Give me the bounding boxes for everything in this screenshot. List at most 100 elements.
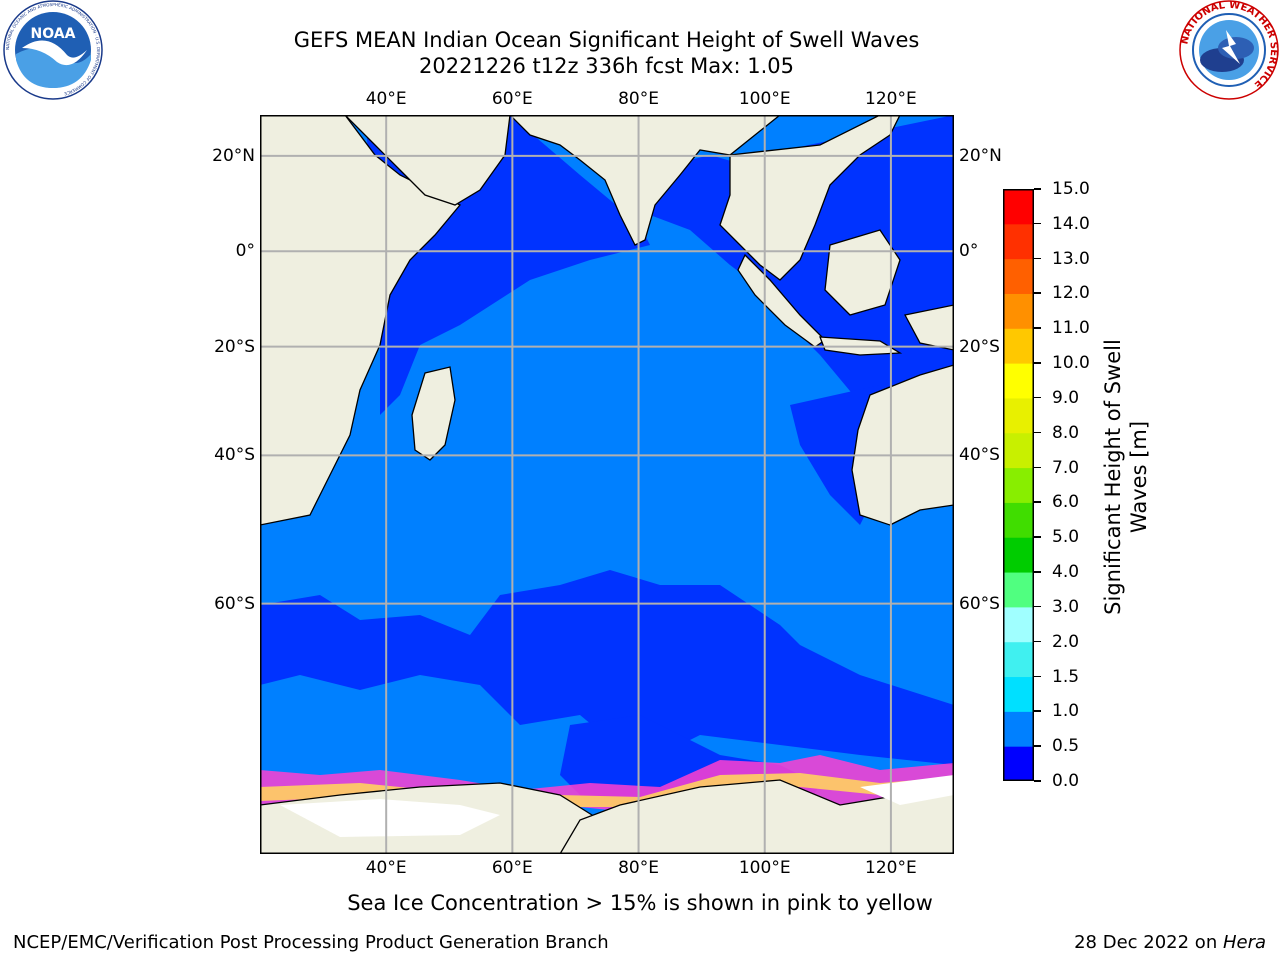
nws-logo: NATIONAL WEATHER SERVICE xyxy=(1179,0,1279,100)
colorbar-tick-label: 13.0 xyxy=(1052,248,1090,269)
lon-tick-top-80: 80°E xyxy=(618,89,659,109)
colorbar-segment-12 xyxy=(1003,328,1034,364)
colorbar-title: Significant Height of Swell Waves [m] xyxy=(1100,337,1160,617)
lon-tick-top-100: 100°E xyxy=(738,89,791,109)
antarctic-ice-shelf-east xyxy=(860,775,954,805)
colorbar-tick-mark xyxy=(1034,745,1041,747)
colorbar-tick-mark xyxy=(1034,640,1041,643)
colorbar-segment-10 xyxy=(1003,397,1034,434)
colorbar-tick-label: 8.0 xyxy=(1052,422,1080,443)
lat-tick-right-0: 0° xyxy=(959,241,979,262)
colorbar-tick-mark xyxy=(1034,362,1041,364)
lat-tick-left-0: 0° xyxy=(235,241,255,262)
gridlines xyxy=(260,115,954,854)
colorbar-title-line-2: Waves [m] xyxy=(1127,420,1151,534)
noaa-logo: NOAA NATIONAL OCEANIC AND ATMOSPHERIC AD… xyxy=(3,0,103,100)
colorbar-tick-label: 14.0 xyxy=(1052,213,1090,234)
footer-date: 28 Dec 2022 on Hera xyxy=(1074,932,1266,953)
footer-machine: Hera xyxy=(1222,932,1266,953)
title-line-2: 20221226 t12z 336h fcst Max: 1.05 xyxy=(419,54,794,78)
colorbar-tick-mark xyxy=(1034,605,1041,608)
footer-credit: NCEP/EMC/Verification Post Processing Pr… xyxy=(13,932,609,953)
lat-tick-left-20: 20°N xyxy=(212,145,255,166)
map-frame xyxy=(260,115,954,854)
colorbar-segment-1 xyxy=(1003,711,1034,747)
colorbar-title-line-1: Significant Height of Swell xyxy=(1101,339,1125,615)
lon-tick-top-120: 120°E xyxy=(865,89,917,109)
colorbar-frame xyxy=(1003,189,1034,781)
colorbar-tick-label: 2.0 xyxy=(1052,631,1080,652)
colorbar-tick-label: 6.0 xyxy=(1052,492,1080,513)
noaa-logo-text: NOAA xyxy=(31,26,76,42)
colorbar-tick-mark xyxy=(1034,501,1041,503)
lat-tick-left--20: 20°S xyxy=(214,336,255,357)
colorbar-segment-4 xyxy=(1003,606,1034,643)
lon-tick-bottom-40: 40°E xyxy=(365,858,407,878)
colorbar-tick-label: 15.0 xyxy=(1052,179,1090,199)
colorbar-tick-label: 9.0 xyxy=(1052,387,1080,408)
india-land xyxy=(509,115,782,246)
lat-tick-right-20: 20°N xyxy=(959,145,1002,166)
colorbar-tick-mark xyxy=(1034,396,1041,399)
sea-ice-caption: Sea Ice Concentration > 15% is shown in … xyxy=(347,891,933,915)
colorbar-segment-8 xyxy=(1003,467,1034,503)
colorbar-tick-mark xyxy=(1034,710,1041,712)
lon-tick-top-60: 60°E xyxy=(491,89,533,109)
madagascar-land xyxy=(411,366,456,461)
colorbar-tick-label: 0.0 xyxy=(1052,771,1080,791)
colorbar-tick-mark xyxy=(1034,675,1041,678)
colorbar-segment-7 xyxy=(1003,502,1034,538)
southern-ocean-low-swell xyxy=(260,570,954,765)
colorbar-tick-label: 1.5 xyxy=(1052,666,1080,687)
colorbar-segment-11 xyxy=(1003,363,1034,399)
colorbar-segment-15 xyxy=(1003,223,1034,260)
africa-land xyxy=(260,115,462,526)
colorbar-tick-mark xyxy=(1034,292,1041,294)
colorbar-tick-label: 10.0 xyxy=(1052,353,1090,374)
lat-tick-left--60: 60°S xyxy=(214,593,255,614)
colorbar-segment-0 xyxy=(1003,746,1034,781)
antarctica-land-east xyxy=(559,779,954,854)
lat-tick-right--20: 20°S xyxy=(959,336,1000,357)
colorbar-tick-mark xyxy=(1034,431,1041,434)
lon-tick-top-40: 40°E xyxy=(365,89,407,109)
lon-tick-bottom-120: 120°E xyxy=(865,858,917,878)
colorbar-segment-14 xyxy=(1003,258,1034,294)
antarctic-ice-shelf xyxy=(280,799,500,837)
title-line-1: GEFS MEAN Indian Ocean Significant Heigh… xyxy=(293,28,920,52)
lon-tick-bottom-60: 60°E xyxy=(491,858,533,878)
footer-date-text: 28 Dec 2022 on xyxy=(1074,932,1223,953)
colorbar-segment-3 xyxy=(1003,641,1034,678)
colorbar-tick-mark xyxy=(1034,780,1041,782)
colorbar-segment-16 xyxy=(1003,189,1034,225)
colorbar-tick-mark xyxy=(1034,327,1041,329)
colorbar-segment-2 xyxy=(1003,676,1034,712)
lat-tick-right--60: 60°S xyxy=(959,593,1000,614)
colorbar-tick-label: 4.0 xyxy=(1052,562,1080,583)
colorbar-segment-13 xyxy=(1003,293,1034,329)
colorbar-segment-9 xyxy=(1003,432,1034,469)
colorbar-tick-label: 3.0 xyxy=(1052,596,1080,617)
colorbar-tick-label: 1.0 xyxy=(1052,701,1080,722)
colorbar-tick-mark xyxy=(1034,571,1041,573)
colorbar-tick-mark xyxy=(1034,257,1041,260)
colorbar-tick-mark xyxy=(1034,188,1041,190)
colorbar-tick-label: 7.0 xyxy=(1052,457,1080,478)
colorbar-tick-label: 12.0 xyxy=(1052,283,1090,304)
colorbar xyxy=(1003,189,1034,781)
new-guinea-land xyxy=(904,304,954,351)
lon-tick-bottom-80: 80°E xyxy=(618,858,659,878)
colorbar-tick-label: 5.0 xyxy=(1052,527,1080,548)
map-title: GEFS MEAN Indian Ocean Significant Heigh… xyxy=(0,27,1213,79)
lat-tick-left--40: 40°S xyxy=(214,445,255,466)
map-panel xyxy=(260,115,954,854)
colorbar-tick-mark xyxy=(1034,466,1041,469)
lon-tick-bottom-100: 100°E xyxy=(738,858,791,878)
colorbar-tick-mark xyxy=(1034,536,1041,538)
colorbar-segment-5 xyxy=(1003,572,1034,608)
lat-tick-right--40: 40°S xyxy=(959,445,1000,466)
colorbar-tick-mark xyxy=(1034,222,1041,225)
australia-land xyxy=(851,364,954,526)
colorbar-tick-label: 0.5 xyxy=(1052,736,1080,757)
colorbar-segment-6 xyxy=(1003,537,1034,573)
